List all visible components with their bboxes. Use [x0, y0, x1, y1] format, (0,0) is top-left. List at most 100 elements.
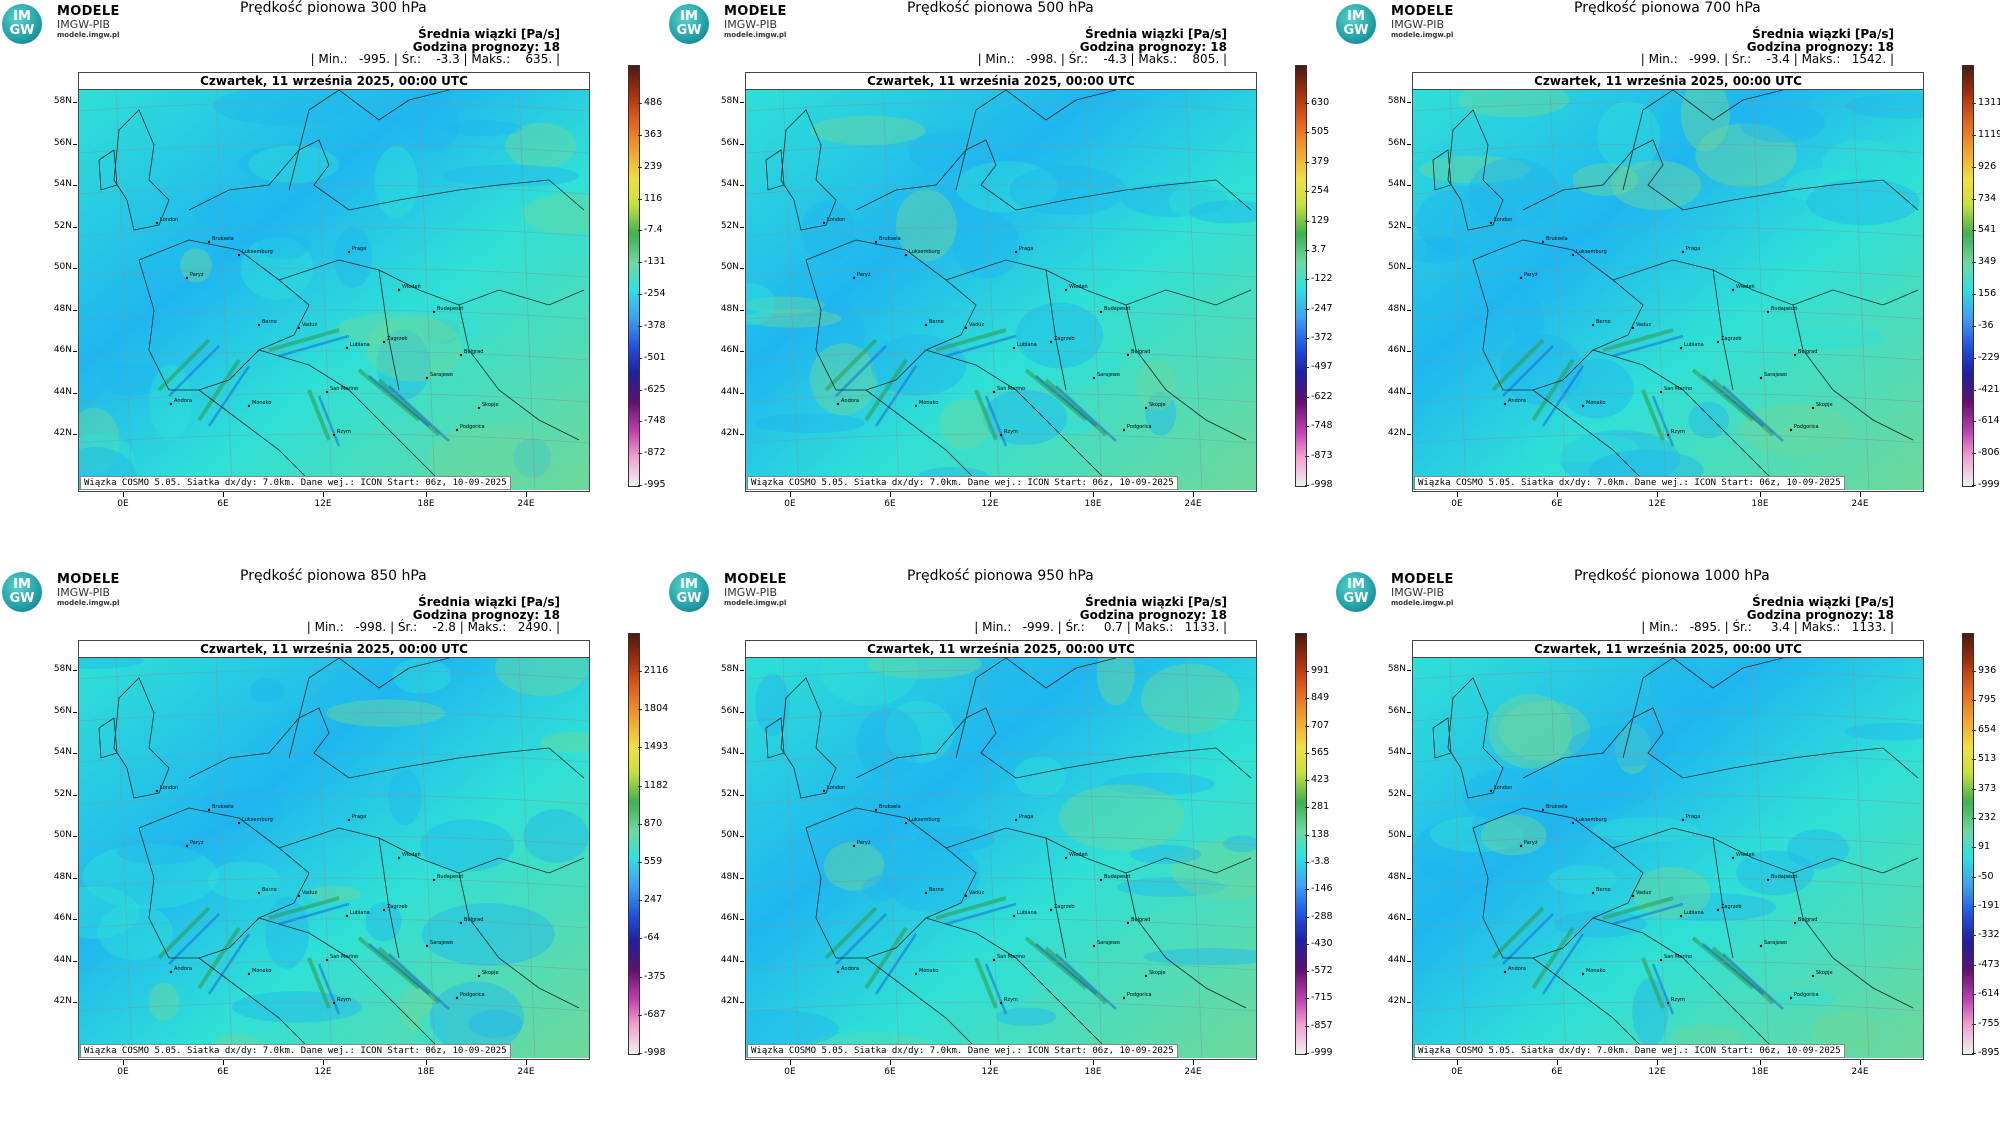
model-info-footer: Wiązka COSMO 5.05. Siatka dx/dy: 7.0km. …: [80, 476, 511, 490]
orographic-streak-blue: [388, 953, 450, 1010]
colorbar-tick: [1972, 788, 1976, 790]
latitude-label: 42N: [53, 428, 72, 438]
city-dot: [425, 376, 429, 380]
border-line: [1005, 90, 1117, 121]
orographic-streak-blue: [1055, 385, 1117, 442]
units-label: Średnia wiązki [Pa/s]: [418, 27, 560, 41]
colorbar-label: 363: [644, 128, 663, 140]
city-dot: [822, 221, 826, 225]
city-dot: [992, 390, 996, 394]
orographic-streak-blue: [1541, 365, 1585, 427]
longitude-line: [1752, 658, 1770, 1058]
longitude-label: 6E: [217, 499, 229, 509]
orographic-streak: [1602, 328, 1674, 352]
city-label: Skopje: [1816, 402, 1833, 408]
border-line: [765, 717, 785, 759]
forecast-panel: IM GW MODELE IMGW-PIB modele.imgw.pl Prędkość…: [0, 0, 666, 560]
city-label: Lublana: [1684, 342, 1704, 348]
colorbar-tick: [638, 671, 642, 672]
border-line: [1447, 109, 1504, 231]
colorbar-tick: [1305, 998, 1309, 1000]
orographic-streak: [268, 328, 340, 352]
colorbar-label: 373: [1978, 782, 1997, 794]
longitude-tick: [1760, 492, 1761, 497]
city-dot: [455, 996, 459, 1000]
latitude-label: 52N: [1387, 789, 1406, 799]
orographic-streak-blue: [1035, 375, 1097, 427]
colorbar-tick: [1972, 262, 1976, 264]
colorbar-tick: [638, 262, 642, 264]
colorbar-tick: [1972, 994, 1976, 996]
imgw-logo-icon: IM GW: [669, 4, 709, 44]
colorbar: [628, 65, 640, 487]
colorbar-label: 991: [1311, 665, 1330, 676]
longitude-tick: [1193, 492, 1194, 497]
colorbar-tick: [638, 294, 642, 295]
latitude-label: 48N: [53, 304, 72, 314]
field-patch: [365, 902, 402, 942]
city-dot: [325, 390, 329, 394]
colorbar-tick: [1305, 485, 1309, 486]
city-dot: [1681, 250, 1685, 254]
colorbar-tick: [1305, 752, 1309, 754]
border-line: [288, 90, 340, 191]
orographic-streak: [1491, 906, 1545, 960]
city-dot: [1679, 346, 1683, 350]
city-label: Budapeszt: [1104, 306, 1130, 312]
latitude-label: 46N: [53, 345, 72, 355]
latitude-tick: [740, 393, 744, 394]
orographic-streak: [824, 338, 878, 392]
city-dot: [297, 326, 301, 330]
logo-circle-bottom: GW: [676, 23, 702, 38]
city-dot: [999, 433, 1003, 437]
longitude-label: 24E: [1184, 499, 1202, 509]
city-dot: [1049, 340, 1053, 344]
longitude-line: [1649, 90, 1667, 490]
colorbar-tick: [638, 421, 642, 423]
colorbar-tick: [1972, 700, 1976, 702]
latitude-label: 54N: [1387, 179, 1406, 189]
border-line: [258, 917, 440, 1049]
latitude-label: 46N: [1387, 913, 1406, 923]
longitude-tick: [1860, 1060, 1861, 1065]
field-patch: [1614, 724, 1651, 774]
city-dot: [347, 250, 351, 254]
field-patch: [1188, 200, 1256, 224]
city-dot: [237, 253, 241, 257]
colorbar-tick: [1305, 132, 1309, 134]
units-label: Średnia wiązki [Pa/s]: [1752, 27, 1894, 41]
city-dot: [1092, 376, 1096, 380]
city-label: Zagrzeb: [1721, 336, 1742, 342]
border-line: [1672, 658, 1784, 689]
longitude-line: [1852, 90, 1870, 490]
longitude-label: 24E: [1851, 499, 1869, 509]
latitude-label: 56N: [53, 706, 72, 716]
city-dot: [247, 404, 251, 408]
city-dot: [345, 346, 349, 350]
logo-title: MODELE: [57, 4, 120, 19]
city-label: Praga: [1019, 246, 1033, 252]
map-frame: Czwartek, 11 września 2025, 00:00 UTC Lon…: [78, 640, 590, 1060]
city-label: Rzym: [337, 429, 351, 435]
imgw-logo-icon: IM GW: [2, 4, 42, 44]
colorbar-label: -995: [644, 479, 666, 490]
latitude-line: [746, 669, 1256, 680]
longitude-tick: [426, 492, 427, 497]
orographic-streak: [157, 338, 211, 392]
city-label: Budapeszt: [1771, 306, 1797, 312]
field-patch: [820, 658, 919, 706]
city-label: Lublana: [1017, 342, 1037, 348]
latitude-line: [79, 918, 589, 929]
latitude-line: [79, 184, 589, 195]
longitude-line: [518, 90, 536, 490]
city-dot: [1659, 958, 1663, 962]
city-dot: [964, 326, 968, 330]
longitude-label: 0E: [1451, 499, 1463, 509]
colorbar-tick: [1972, 671, 1976, 672]
longitude-tick: [1657, 492, 1658, 497]
colorbar-label: -998: [644, 1047, 666, 1058]
longitude-line: [1449, 90, 1467, 490]
orographic-streak-blue: [1722, 953, 1784, 1010]
latitude-label: 56N: [720, 138, 739, 148]
colorbar-label: -473: [1978, 958, 2000, 970]
